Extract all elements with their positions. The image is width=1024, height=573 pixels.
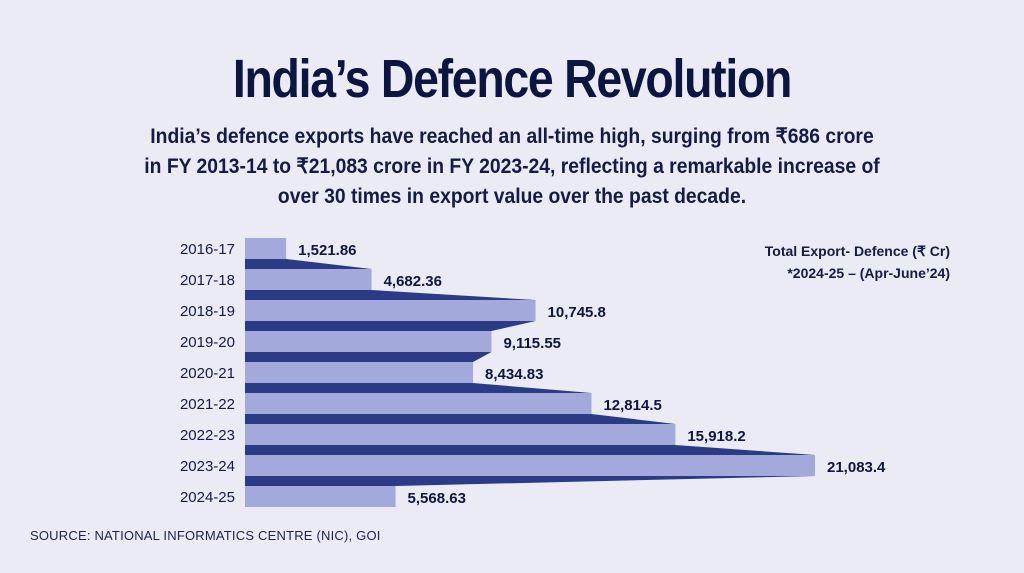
bar-connector [245,445,815,455]
bar-connector [245,383,592,393]
bar-connector [245,414,676,424]
legend-note: Total Export- Defence (₹ Cr) *2024-25 – … [700,240,950,284]
category-label: 2019-20 [180,334,235,351]
category-label: 2018-19 [180,303,235,320]
bar-2018-19 [245,300,536,321]
bar-2023-24 [245,455,815,476]
category-label: 2021-22 [180,396,235,413]
category-label: 2023-24 [180,458,235,475]
value-label: 8,434.83 [485,366,543,383]
bar-connector [245,352,492,362]
legend-line-unit: Total Export- Defence (₹ Cr) [764,243,950,259]
bar-2019-20 [245,331,492,352]
bar-connector [245,259,372,269]
bar-2021-22 [245,393,592,414]
category-label: 2022-23 [180,427,235,444]
source-note: SOURCE: NATIONAL INFORMATICS CENTRE (NIC… [30,528,381,543]
page-subtitle: India’s defence exports have reached an … [144,125,880,208]
value-label: 10,745.8 [548,304,606,321]
value-label: 9,115.55 [503,335,561,352]
bar-2017-18 [245,269,372,290]
category-label: 2016-17 [180,241,235,258]
bar-2022-23 [245,424,676,445]
value-label: 4,682.36 [384,273,442,290]
bar-connector [245,290,536,300]
bar-2024-25 [245,486,396,507]
category-label: 2024-25 [180,489,235,506]
value-label: 12,814.5 [603,397,661,414]
value-label: 5,568.63 [408,490,466,507]
value-label: 15,918.2 [687,428,745,445]
category-label: 2017-18 [180,272,235,289]
value-label: 1,521.86 [298,242,356,259]
bar-connector [245,476,815,486]
bar-2020-21 [245,362,474,383]
category-label: 2020-21 [180,365,235,382]
bar-2016-17 [245,238,287,259]
value-label: 21,083.4 [827,459,886,476]
legend-line-period: *2024-25 – (Apr-June’24) [787,265,950,281]
page-title: India’s Defence Revolution [232,49,793,109]
bar-connector [245,321,536,331]
